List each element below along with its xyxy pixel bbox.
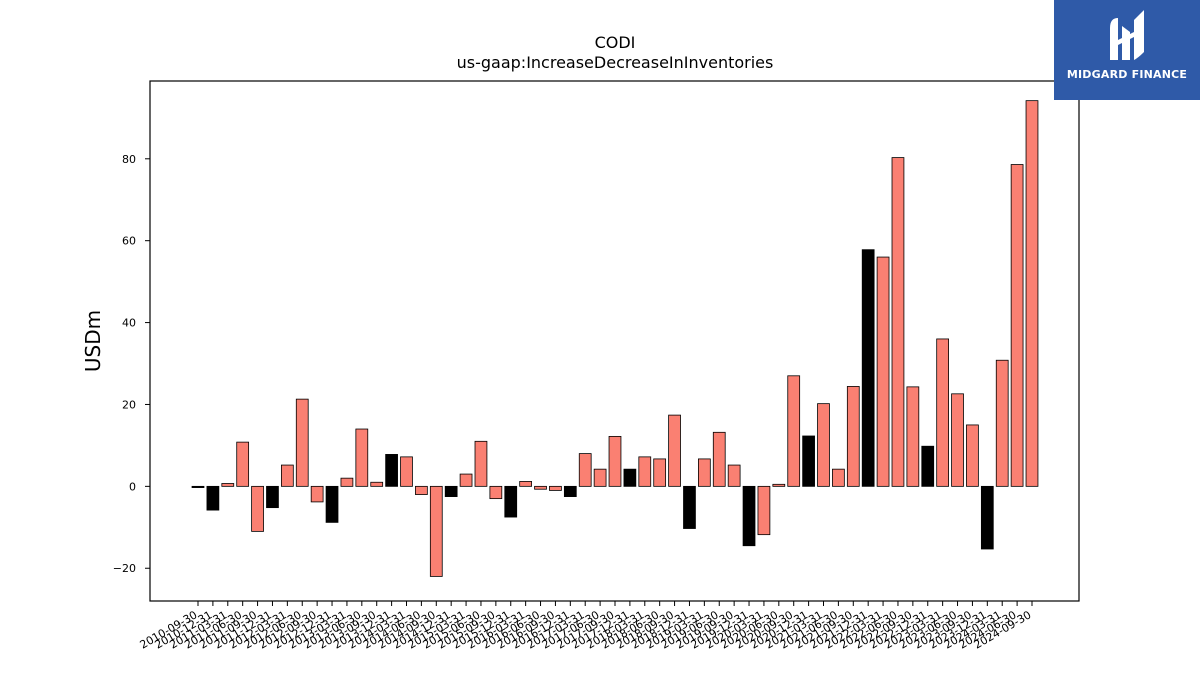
bar-2020-12-31	[802, 435, 815, 487]
y-tick-label: 0	[129, 480, 136, 493]
bar-2023-03-31	[936, 338, 950, 487]
plot-frame	[149, 80, 1080, 602]
bar-2015-12-31	[504, 485, 518, 518]
bar-2012-09-30	[310, 485, 324, 503]
bar-series	[191, 100, 1039, 577]
bar-2014-06-30	[415, 485, 428, 495]
bar-2018-06-30	[653, 458, 667, 487]
y-axis-ticks: −20 0 20 40 60 80	[113, 153, 150, 575]
bar-2014-12-31	[444, 485, 458, 497]
y-axis-label: USDm	[81, 310, 105, 372]
bar-2016-06-30	[534, 485, 547, 490]
bar-2011-03-31	[221, 483, 235, 487]
bar-2019-12-31	[742, 485, 756, 547]
midgard-monogram-icon	[1110, 10, 1144, 60]
chart-subtitle: us-gaap:IncreaseDecreaseInInventories	[457, 53, 774, 72]
y-tick-label: −20	[113, 562, 136, 575]
bar-2018-12-31	[683, 485, 696, 529]
y-tick-label: 60	[122, 235, 136, 248]
bar-2021-06-30	[832, 468, 845, 487]
bar-2019-03-31	[698, 458, 711, 487]
bar-2021-03-31	[817, 403, 830, 487]
brand-logo: MIDGARD FINANCE	[1054, 0, 1200, 100]
bar-2020-06-30	[772, 483, 786, 487]
bar-2012-12-31	[325, 485, 339, 523]
bar-2017-09-30	[608, 435, 622, 487]
bar-2015-06-30	[474, 440, 488, 487]
bar-2021-12-31	[861, 249, 875, 487]
bar-2013-12-31	[385, 454, 398, 487]
bar-2017-12-31	[623, 468, 637, 487]
bar-2012-03-31	[280, 464, 294, 487]
bar-2019-09-30	[727, 464, 741, 487]
bar-2014-03-31	[400, 456, 413, 487]
bar-2015-09-30	[489, 485, 503, 500]
bar-2017-03-31	[578, 453, 592, 487]
bar-2011-12-31	[266, 485, 279, 509]
bar-2022-03-31	[876, 256, 890, 487]
bar-2022-09-30	[906, 386, 920, 487]
bar-2016-09-30	[549, 485, 562, 491]
bar-2023-06-30	[951, 393, 964, 487]
bar-2013-06-30	[355, 428, 369, 487]
y-tick-label: 20	[122, 398, 136, 411]
bar-2014-09-30	[429, 485, 443, 577]
bar-2013-09-30	[370, 481, 384, 487]
bar-2024-09-30	[1025, 100, 1039, 487]
bar-2024-06-30	[1010, 164, 1024, 487]
brand-logo-text: MIDGARD FINANCE	[1066, 68, 1188, 81]
bar-2016-12-31	[563, 485, 577, 497]
bar-2022-12-31	[921, 445, 935, 487]
bar-2019-06-30	[712, 431, 726, 487]
bar-2011-09-30	[251, 485, 264, 532]
bar-2010-09-30	[191, 485, 205, 488]
bar-2023-09-30	[966, 424, 979, 487]
bar-2023-12-31	[980, 485, 994, 550]
bar-2018-09-30	[668, 414, 681, 487]
bar-2020-09-30	[787, 375, 801, 487]
bar-2011-06-30	[236, 441, 250, 487]
bar-2020-03-31	[757, 485, 771, 536]
chart-title: CODI	[595, 33, 636, 52]
bar-2016-03-31	[519, 481, 533, 487]
x-axis-ticks: 2010-09-302010-12-312011-03-312011-06-30…	[138, 601, 1034, 652]
bar-2010-12-31	[206, 485, 220, 511]
bar-2021-09-30	[846, 386, 860, 487]
y-tick-label: 40	[122, 317, 136, 330]
bar-2013-03-31	[340, 477, 354, 487]
y-tick-label: 80	[122, 153, 136, 166]
bar-2015-03-31	[459, 473, 473, 487]
bar-2017-06-30	[593, 468, 607, 487]
bar-2022-06-30	[891, 157, 905, 487]
bar-2024-03-31	[995, 359, 1009, 487]
bar-2018-03-31	[638, 456, 652, 487]
bar-2012-06-30	[295, 398, 309, 487]
